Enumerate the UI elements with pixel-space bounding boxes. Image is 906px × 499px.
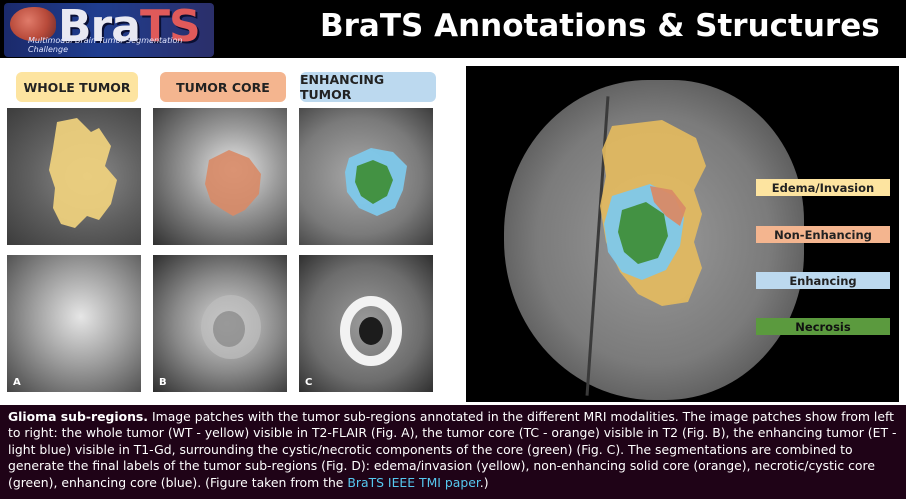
enhancing-tumor-tag: ENHANCING TUMOR xyxy=(300,72,436,102)
legend-non-enhancing: Non-Enhancing xyxy=(756,226,890,243)
mri-patch-flair-annotated xyxy=(7,108,141,245)
brats-logo: BraTS Multimodal Brain Tumor Segmentatio… xyxy=(4,3,214,57)
tumor-core-tag: TUMOR CORE xyxy=(160,72,286,102)
combined-tumor-overlay xyxy=(600,120,706,306)
whole-tumor-overlay xyxy=(49,118,117,228)
brain-logo-icon xyxy=(10,7,56,41)
logo-text: BraTS xyxy=(58,3,201,52)
mri-patch-t1gd-annotated xyxy=(299,108,433,245)
t1gd-enhancing-ring xyxy=(340,296,402,366)
combined-segmentation-mri xyxy=(466,66,899,402)
tumor-core-overlay xyxy=(205,150,261,216)
mri-patch-t1gd: C xyxy=(299,255,433,392)
logo-text-b: TS xyxy=(139,3,201,52)
legend-edema: Edema/Invasion xyxy=(756,179,890,196)
t2-lesion-texture xyxy=(201,295,261,359)
caption-body: Image patches with the tumor sub-regions… xyxy=(8,409,897,490)
header-bar: BraTS Multimodal Brain Tumor Segmentatio… xyxy=(0,0,906,58)
panel-letter-a: A xyxy=(13,377,21,388)
legend-necrosis: Necrosis xyxy=(756,318,890,335)
enhancing-tumor-overlay xyxy=(345,148,407,216)
mri-patch-flair: A xyxy=(7,255,141,392)
logo-subtitle: Multimodal Brain Tumor Segmentation Chal… xyxy=(28,36,183,54)
caption-text: Glioma sub-regions. Image patches with t… xyxy=(0,405,906,491)
caption-box: Glioma sub-regions. Image patches with t… xyxy=(0,405,906,499)
caption-heading: Glioma sub-regions. xyxy=(8,409,149,424)
panel-letter-b: B xyxy=(159,377,167,388)
slide-title: BraTS Annotations & Structures xyxy=(320,8,880,44)
panel-letter-c: C xyxy=(305,377,313,388)
brats-paper-link[interactable]: BraTS IEEE TMI paper xyxy=(347,474,480,490)
whole-tumor-tag: WHOLE TUMOR xyxy=(16,72,138,102)
mri-patch-t2: B xyxy=(153,255,287,392)
caption-tail: .) xyxy=(479,474,489,490)
logo-text-a: Bra xyxy=(58,3,141,52)
legend-enhancing: Enhancing xyxy=(756,272,890,289)
mri-patch-t2-annotated xyxy=(153,108,287,245)
figure-area: WHOLE TUMOR TUMOR CORE ENHANCING TUMOR A… xyxy=(0,58,906,405)
